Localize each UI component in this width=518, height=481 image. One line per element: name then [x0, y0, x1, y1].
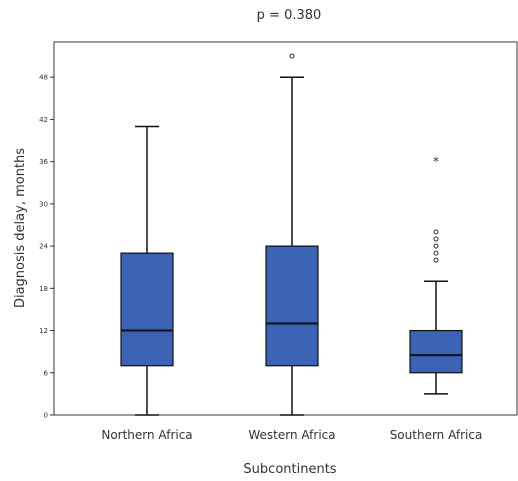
y-tick-label: 0: [44, 412, 48, 420]
extreme-point: *: [433, 155, 439, 169]
y-tick-label: 6: [44, 369, 49, 377]
y-tick-label: 48: [39, 74, 48, 82]
y-tick-label: 24: [39, 243, 48, 251]
box-3: *: [409, 155, 463, 395]
x-axis-label: Subcontinents: [243, 462, 336, 477]
box-iqr: [409, 329, 463, 374]
box-iqr: [265, 245, 319, 367]
y-axis: 0 6 12 18 24 30 36 42 48: [39, 74, 54, 420]
outlier-point: [433, 257, 439, 263]
y-tick-label: 30: [39, 200, 48, 208]
y-tick-label: 42: [39, 116, 48, 124]
box-2: [265, 53, 319, 416]
x-tick-label: Northern Africa: [101, 428, 192, 442]
y-tick-label: 36: [39, 158, 48, 166]
y-tick-label: 12: [39, 327, 48, 335]
y-axis-label: Diagnosis delay, months: [13, 148, 28, 308]
x-tick-label: Southern Africa: [390, 428, 483, 442]
box-iqr: [120, 252, 174, 367]
outlier-point: [289, 53, 295, 59]
outlier-point: [433, 243, 439, 249]
box-series: *: [120, 53, 463, 416]
outlier-point: [433, 236, 439, 242]
outlier-point: [433, 229, 439, 235]
outlier-point: [433, 250, 439, 256]
x-tick-label: Western Africa: [248, 428, 335, 442]
box-1: [120, 125, 174, 416]
x-axis: Northern Africa Western Africa Southern Af…: [101, 428, 482, 442]
y-tick-label: 18: [39, 285, 48, 293]
chart-title: p = 0.380: [257, 8, 322, 23]
